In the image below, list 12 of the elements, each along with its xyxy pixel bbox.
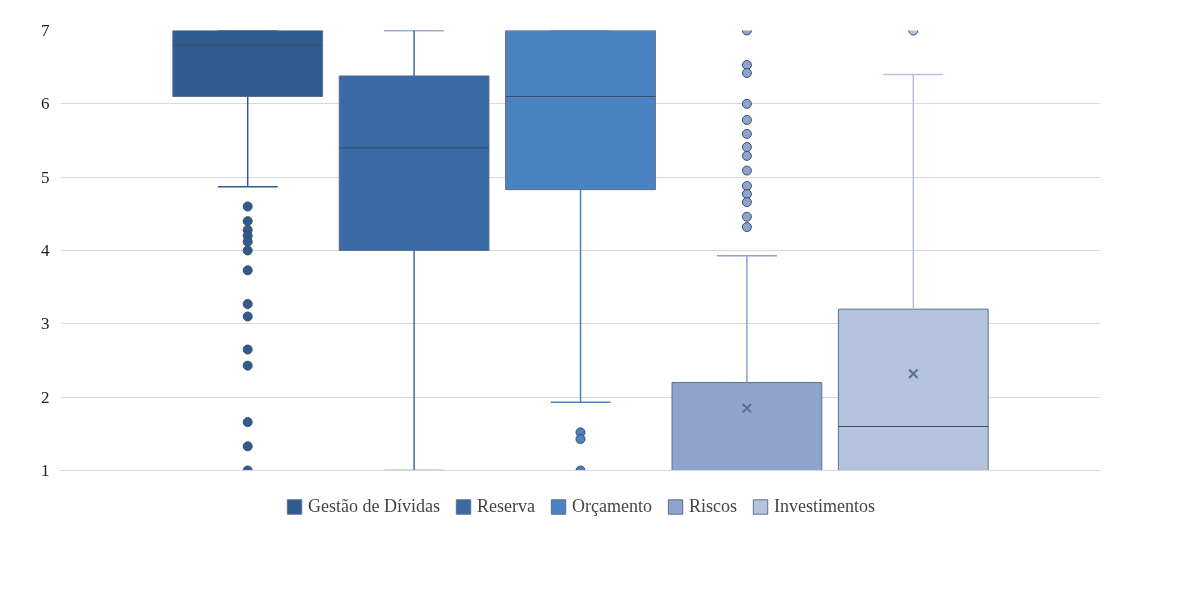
legend-label: Investimentos bbox=[773, 495, 875, 517]
y-tick-label: 4 bbox=[41, 241, 50, 260]
legend-label: Reserva bbox=[477, 495, 535, 517]
y-tick-label: 7 bbox=[41, 21, 50, 40]
y-tick-label: 6 bbox=[41, 94, 50, 114]
y-tick-label: 1 bbox=[41, 461, 50, 480]
legend-label: Orçamento bbox=[571, 495, 652, 517]
y-tick-label: 3 bbox=[41, 314, 50, 334]
y-tick-label: 5 bbox=[41, 167, 50, 187]
legend-label: Gestão de Dívidas bbox=[308, 495, 440, 517]
legend-label: Riscos bbox=[688, 495, 737, 517]
y-tick-label: 2 bbox=[41, 387, 50, 407]
